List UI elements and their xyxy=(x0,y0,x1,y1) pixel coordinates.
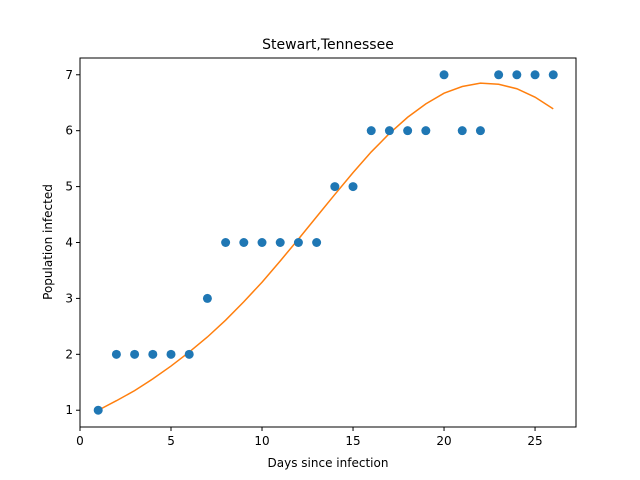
data-point xyxy=(530,70,540,80)
data-point xyxy=(512,70,522,80)
y-tick-label: 6 xyxy=(65,124,73,138)
data-point xyxy=(421,126,431,136)
axes-frame xyxy=(79,57,577,428)
data-point xyxy=(275,238,285,247)
chart-title: Stewart,Tennessee xyxy=(262,37,394,53)
data-point xyxy=(202,293,212,303)
data-point xyxy=(257,238,267,247)
data-point xyxy=(184,349,194,359)
data-point xyxy=(93,405,103,415)
y-tick-label: 7 xyxy=(65,68,73,82)
data-point xyxy=(221,238,231,247)
y-tick-label: 2 xyxy=(65,347,73,361)
y-tick-label: 3 xyxy=(65,291,73,305)
y-tick-label: 1 xyxy=(65,403,73,417)
data-point xyxy=(148,349,158,359)
data-point xyxy=(439,70,449,80)
data-point xyxy=(130,349,140,359)
x-tick-label: 25 xyxy=(527,434,542,448)
data-point xyxy=(293,238,303,247)
data-point xyxy=(475,126,485,136)
data-point xyxy=(166,349,176,359)
x-tick-label: 10 xyxy=(254,434,269,448)
x-tick-label: 15 xyxy=(345,434,360,448)
plot-area xyxy=(93,70,558,415)
y-tick-label: 5 xyxy=(65,180,73,194)
data-point xyxy=(239,238,249,247)
data-point xyxy=(384,126,394,136)
x-tick-label: 20 xyxy=(436,434,451,448)
y-tick-label: 4 xyxy=(65,236,73,250)
data-point xyxy=(366,126,376,136)
y-axis-label: Population infected xyxy=(41,184,55,300)
data-point xyxy=(330,182,340,192)
x-tick-label: 5 xyxy=(167,434,175,448)
data-point xyxy=(494,70,504,80)
fit-line xyxy=(97,82,554,411)
y-axis-ticks: 1 2 3 4 5 6 7 xyxy=(65,68,80,417)
data-point xyxy=(348,182,358,192)
x-axis-ticks: 0 5 10 15 20 25 xyxy=(76,427,543,448)
data-point xyxy=(312,238,322,247)
data-point xyxy=(457,126,467,136)
x-tick-label: 0 xyxy=(76,434,84,448)
data-point xyxy=(403,126,413,136)
data-point xyxy=(111,349,121,359)
x-axis-label: Days since infection xyxy=(268,456,389,470)
data-point xyxy=(548,70,558,80)
